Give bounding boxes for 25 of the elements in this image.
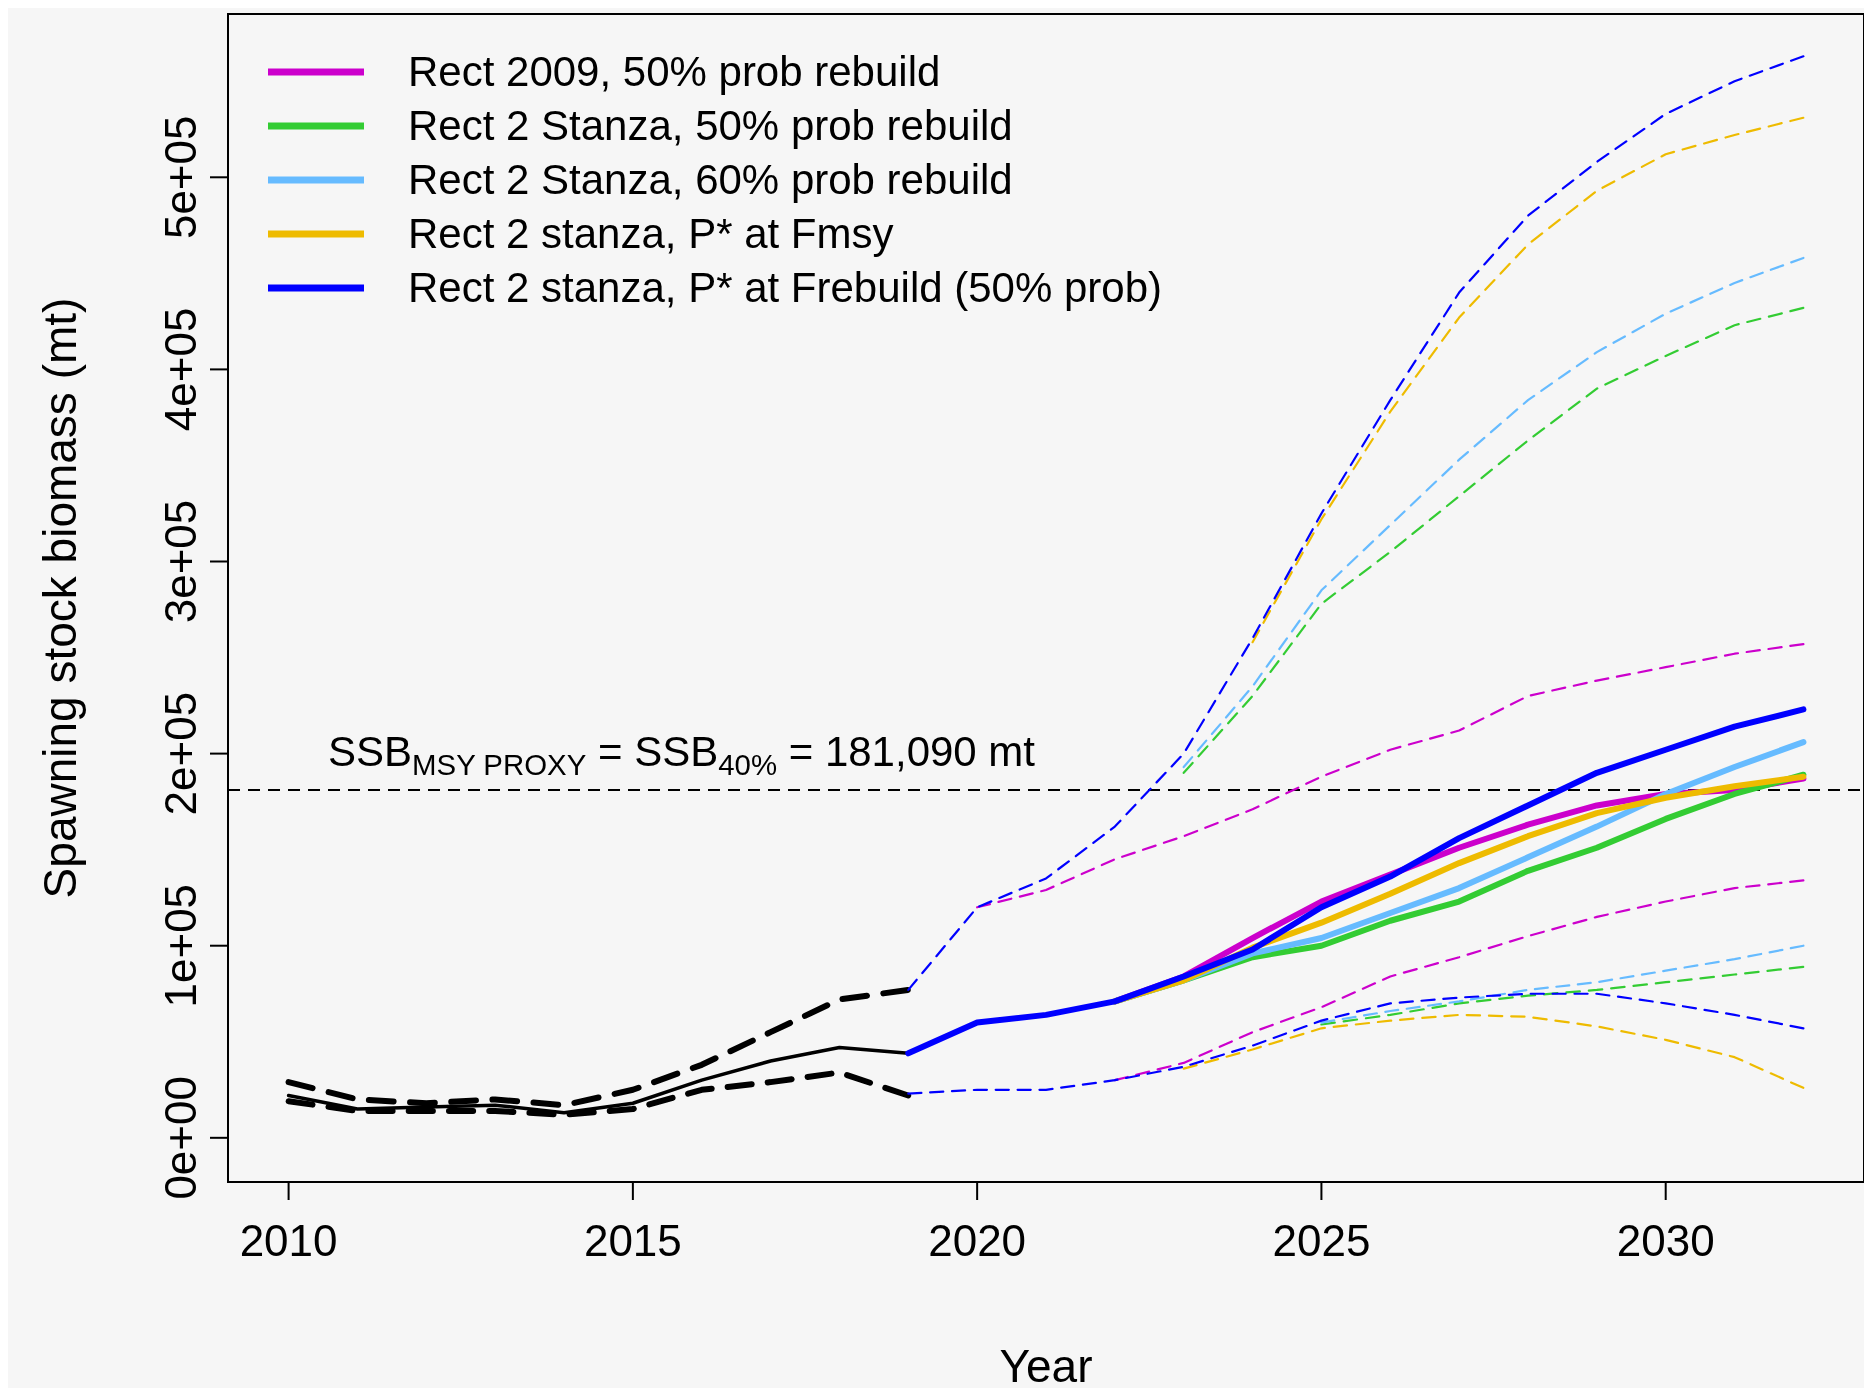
- legend-label: Rect 2 Stanza, 60% prob rebuild: [408, 156, 1013, 203]
- line-series: [1320, 944, 1805, 1024]
- legend-label: Rect 2 stanza, P* at Frebuild (50% prob): [408, 264, 1163, 311]
- x-tick-label: 2025: [1272, 1216, 1371, 1265]
- line-series: [907, 992, 1805, 1095]
- line-series: [1320, 965, 1805, 1026]
- y-tick-label: 3e+05: [156, 499, 205, 624]
- x-tick-label: 2010: [239, 1216, 338, 1265]
- line-series: [976, 643, 1805, 909]
- x-tick-label: 2020: [928, 1216, 1027, 1265]
- y-axis-title: Spawning stock biomass (mt): [34, 297, 86, 899]
- y-tick-label: 1e+05: [156, 883, 205, 1008]
- line-series: [1251, 116, 1805, 644]
- legend-label: Rect 2 stanza, P* at Fmsy: [408, 210, 894, 257]
- x-tick-label: 2030: [1616, 1216, 1715, 1265]
- legend-label: Rect 2009, 50% prob rebuild: [408, 48, 941, 95]
- x-axis-title: Year: [999, 1340, 1093, 1389]
- line-series: [1182, 1013, 1805, 1089]
- legend-label: SSB$_{MSY PROXY}$ = SSB$_{40%}$ = 181,090 mt: [328, 727, 1036, 781]
- legend-label: Rect 2 Stanza, 50% prob rebuild: [408, 102, 1013, 149]
- y-tick-label: 2e+05: [156, 691, 205, 816]
- y-tick-label: 4e+05: [156, 307, 205, 432]
- y-tick-label: 5e+05: [156, 115, 205, 240]
- x-tick-label: 2015: [583, 1216, 682, 1265]
- y-tick-label: 0e+00: [156, 1076, 205, 1200]
